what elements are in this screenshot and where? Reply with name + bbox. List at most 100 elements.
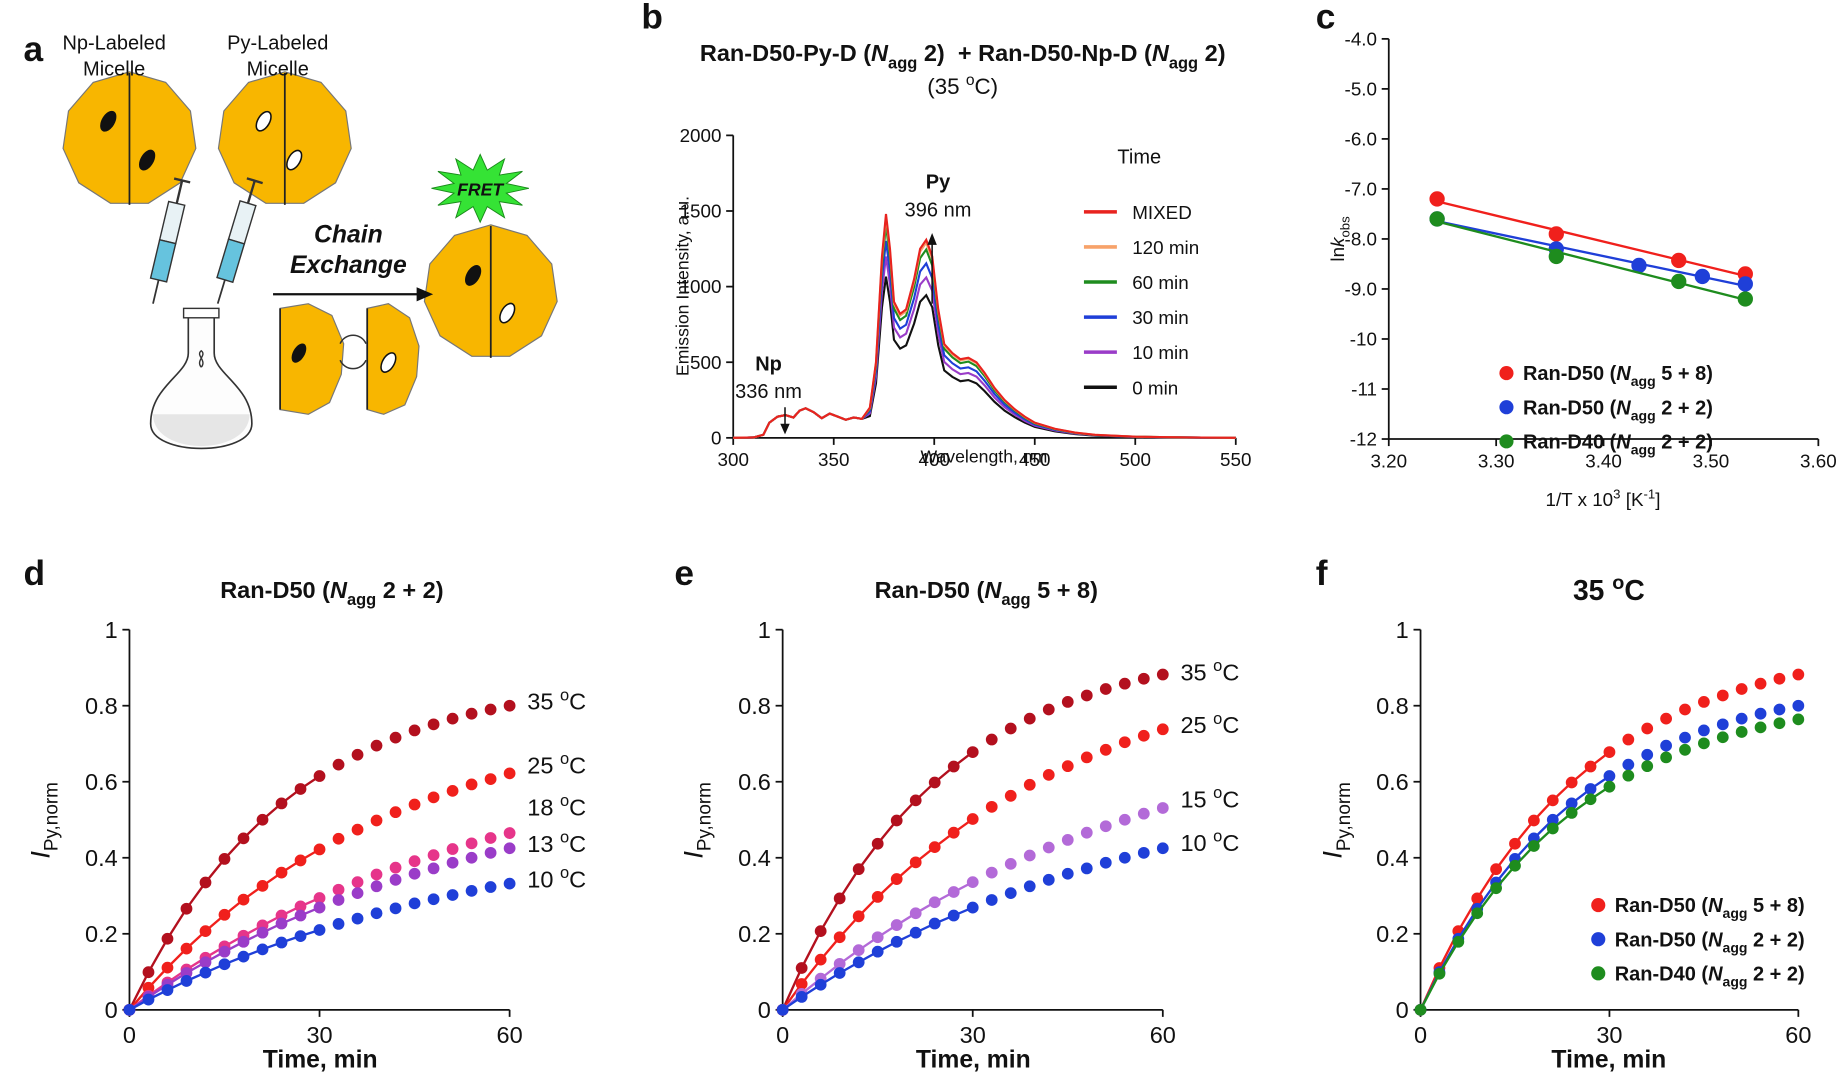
series-label: 25 oC: [527, 750, 586, 778]
x-axis-label: Wavelength, nm: [921, 447, 1048, 467]
data-point: [1023, 712, 1036, 725]
data-point: [985, 733, 998, 746]
x-tick-label: 0: [1414, 1022, 1427, 1048]
data-point: [446, 889, 459, 901]
series-label: 10 oC: [527, 864, 586, 892]
y-tick-label: 0: [105, 997, 118, 1023]
text-segment: agg: [1001, 591, 1030, 609]
x-tick-label: 0: [776, 1022, 789, 1048]
x-tick-label: 0: [123, 1022, 136, 1048]
data-point: [909, 794, 922, 807]
legend-label: 10 min: [1132, 342, 1189, 363]
data-point: [1061, 696, 1074, 708]
data-point: [294, 909, 307, 922]
syringe: [149, 177, 191, 304]
y-tick-label: 2000: [680, 125, 722, 146]
y-tick-label: 0.6: [738, 769, 771, 795]
data-point: [427, 862, 440, 875]
annotation: Py: [926, 171, 951, 193]
y-axis-label: IPy,norm: [1318, 782, 1355, 859]
text-segment: N: [984, 577, 1002, 603]
panel-label: f: [1316, 554, 1328, 593]
data-point: [1080, 826, 1093, 839]
text-segment: 18: [527, 795, 560, 821]
data-point: [465, 884, 478, 897]
fit-curve: [128, 775, 321, 1011]
text-segment: C: [1624, 574, 1644, 606]
data-point: [427, 718, 440, 731]
series-label: 13 oC: [527, 829, 586, 857]
data-point: [1641, 748, 1654, 761]
y-tick-label: -6.0: [1345, 128, 1377, 149]
data-point: [1042, 841, 1055, 854]
spectrum-line: [733, 213, 1236, 439]
data-point: [909, 907, 922, 920]
x-tick-label: 300: [718, 449, 749, 470]
syringe-barrel: [227, 199, 257, 245]
y-tick-label: -7.0: [1345, 179, 1377, 200]
data-point: [294, 783, 307, 795]
data-point: [275, 917, 288, 930]
data-point: [1080, 689, 1093, 702]
data-point: [313, 770, 326, 782]
data-point: [1716, 731, 1729, 744]
data-point: [1004, 722, 1017, 735]
data-point: [852, 863, 865, 876]
flask-liquid: [153, 414, 250, 447]
data-point: [180, 942, 193, 955]
series-label: 35 oC: [1180, 657, 1239, 685]
y-tick-label: -4.0: [1345, 28, 1377, 49]
data-point: [503, 842, 516, 855]
data-point: [814, 953, 827, 966]
data-point: [370, 739, 383, 752]
data-point: [1716, 718, 1729, 731]
data-point: [408, 724, 421, 737]
data-point: [161, 932, 174, 945]
panel-label: a: [24, 30, 44, 69]
data-point: [871, 931, 884, 944]
data-point: [1660, 739, 1672, 752]
text-segment: 3: [1613, 487, 1620, 502]
legend-title: Time: [1117, 147, 1161, 169]
data-point: [1584, 760, 1597, 773]
text-segment: Ran-D50 (: [1615, 895, 1709, 917]
data-point: [1527, 840, 1540, 852]
data-point: [256, 943, 269, 956]
data-point: [313, 901, 326, 914]
data-point: [1735, 683, 1748, 695]
x-tick-label: 500: [1120, 449, 1151, 470]
text-segment: obs: [1338, 216, 1353, 238]
data-point: [427, 791, 440, 804]
data-point: [1137, 807, 1150, 820]
y-axis-label: IPy,norm: [25, 782, 62, 859]
data-point: [928, 776, 941, 789]
y-tick-label: 1: [758, 617, 771, 643]
data-point: [833, 931, 846, 944]
data-point: [1452, 935, 1465, 948]
data-point: [161, 961, 174, 974]
text-segment: I: [1318, 851, 1348, 859]
data-point: [1792, 699, 1805, 712]
text-segment: o: [560, 829, 569, 847]
data-point: [928, 896, 941, 909]
text-segment: agg: [1723, 973, 1748, 989]
text-segment: agg: [1169, 54, 1198, 72]
data-point: [1631, 257, 1647, 274]
text-segment: Ran-D40 (: [1523, 431, 1617, 453]
diagram-label: Micelle: [247, 58, 309, 80]
text-segment: agg: [1723, 905, 1748, 921]
data-point: [1698, 696, 1710, 708]
chart-subtitle: (35 oC): [927, 72, 998, 99]
text-segment: N: [330, 577, 348, 603]
data-point: [947, 886, 960, 898]
data-point: [1546, 794, 1559, 807]
data-point: [1061, 834, 1074, 846]
data-point: [199, 925, 212, 938]
text-segment: C: [569, 752, 586, 778]
legend-label: MIXED: [1132, 202, 1192, 223]
data-point: [465, 707, 478, 720]
series-label: 15 oC: [1180, 784, 1239, 812]
text-segment: o: [1213, 784, 1222, 802]
data-point: [1156, 668, 1169, 681]
